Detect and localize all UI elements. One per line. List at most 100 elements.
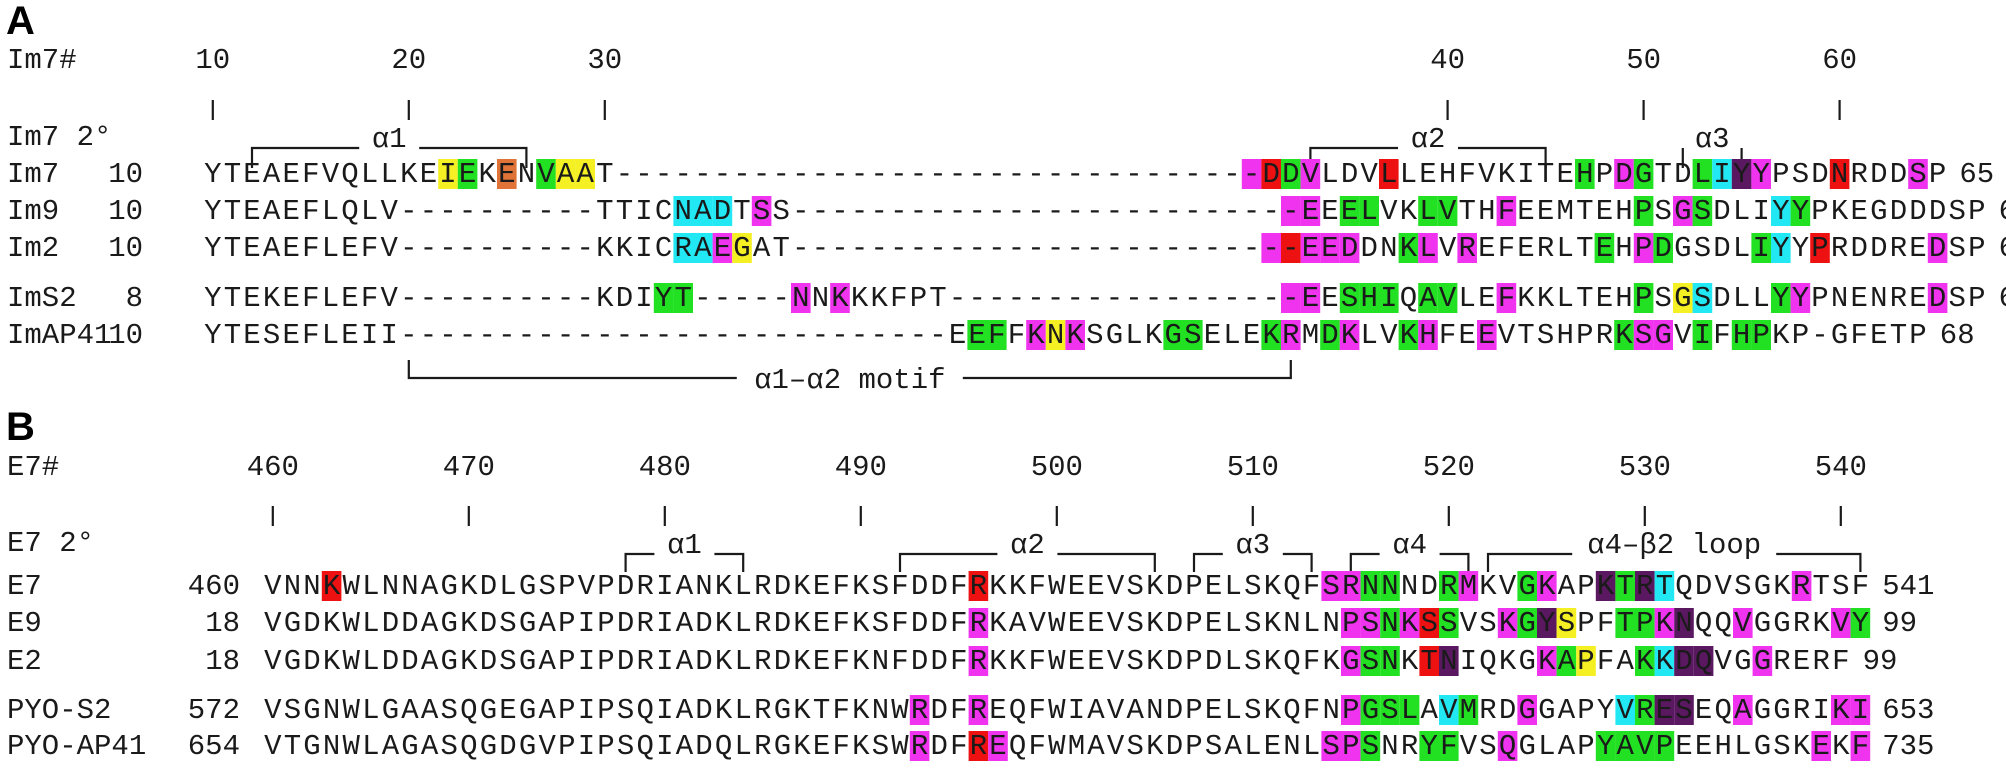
residue-highlight [1693, 646, 1714, 676]
residue-highlight [1635, 571, 1655, 601]
residue-highlight [1692, 196, 1713, 226]
residue: - [439, 282, 456, 315]
residue: D [617, 570, 634, 603]
residue: K [1027, 319, 1045, 352]
residue: - [851, 158, 868, 191]
residue: G [774, 730, 791, 763]
residue: A [538, 607, 556, 640]
residue: K [793, 607, 811, 640]
residue: T [616, 195, 633, 228]
residue: I [578, 645, 595, 678]
residue: A [1009, 607, 1027, 640]
residue: W [891, 694, 909, 727]
sequence-end-number: 65 [1959, 158, 1994, 191]
residue: - [498, 232, 515, 265]
residue: I [380, 319, 397, 352]
residue: E [243, 282, 260, 315]
residue: - [1811, 319, 1828, 352]
residue: K [1498, 158, 1516, 191]
residue: A [694, 195, 712, 228]
residue: F [950, 730, 967, 763]
residue: Q [1400, 282, 1417, 315]
numbering-label: E7# [7, 451, 59, 484]
residue-highlight [1654, 646, 1675, 676]
residue: K [1264, 607, 1282, 640]
residue: - [576, 282, 593, 315]
residue-highlight [1300, 233, 1321, 263]
residue: F [1498, 195, 1515, 228]
residue: L [361, 195, 378, 228]
residue: K [1400, 195, 1418, 228]
residue: F [950, 607, 967, 640]
residue: S [1244, 570, 1261, 603]
residue: L [322, 232, 339, 265]
residue-highlight [1457, 233, 1477, 263]
residue: P [558, 694, 575, 727]
residue: K [1517, 282, 1535, 315]
residue: K [1656, 607, 1674, 640]
residue-highlight [1065, 320, 1085, 350]
residue: V [538, 730, 556, 763]
residue: F [1440, 730, 1457, 763]
residue: N [1322, 694, 1339, 727]
residue: V [1380, 195, 1398, 228]
residue: T [596, 158, 613, 191]
residue: F [1597, 645, 1614, 678]
residue: L [1244, 730, 1261, 763]
residue-highlight [1615, 695, 1635, 725]
residue: S [1948, 232, 1965, 265]
sequence-end-number: 653 [1882, 694, 1934, 727]
residue: F [302, 195, 319, 228]
residue: N [695, 570, 712, 603]
residue-highlight [536, 159, 556, 189]
residue: D [616, 282, 633, 315]
residue: Y [1772, 195, 1789, 228]
residue: I [1752, 232, 1769, 265]
residue: - [1066, 282, 1083, 315]
residue-highlight [1418, 233, 1438, 263]
residue: L [1224, 570, 1241, 603]
residue: S [1558, 607, 1575, 640]
residue: K [852, 607, 870, 640]
residue: K [1479, 570, 1497, 603]
residue-highlight [1439, 646, 1459, 676]
residue: L [362, 694, 379, 727]
residue: H [1419, 319, 1436, 352]
residue: - [1008, 232, 1025, 265]
residue: F [832, 645, 849, 678]
residue-highlight [1281, 233, 1301, 263]
residue: N [1283, 607, 1300, 640]
residue-highlight [1654, 731, 1675, 761]
residue: R [1458, 232, 1475, 265]
residue: - [968, 195, 985, 228]
residue: - [988, 232, 1005, 265]
residue: K [831, 282, 849, 315]
residue: L [322, 195, 339, 228]
residue-highlight [1360, 731, 1381, 761]
residue: - [576, 232, 593, 265]
panel-letter: A [6, 0, 35, 43]
residue: E [282, 158, 299, 191]
residue: V [1107, 607, 1125, 640]
residue: L [1380, 158, 1397, 191]
residue: S [1635, 319, 1652, 352]
residue: - [1164, 282, 1181, 315]
sequence-name: Im7 [7, 158, 59, 191]
residue: E [1596, 232, 1613, 265]
residue: S [1126, 645, 1143, 678]
residue: R [970, 570, 987, 603]
residue-highlight [791, 283, 811, 313]
residue: L [1556, 282, 1573, 315]
residue: M [1556, 195, 1573, 228]
residue: A [263, 195, 281, 228]
residue: - [1047, 282, 1064, 315]
residue-highlight [1300, 159, 1321, 189]
residue: V [1107, 730, 1125, 763]
residue: D [774, 607, 791, 640]
residue: N [518, 158, 535, 191]
residue: - [890, 232, 907, 265]
residue: F [1458, 158, 1475, 191]
sequence-end-number: 541 [1882, 570, 1934, 603]
residue-highlight [712, 196, 733, 226]
residue: D [1674, 158, 1691, 191]
